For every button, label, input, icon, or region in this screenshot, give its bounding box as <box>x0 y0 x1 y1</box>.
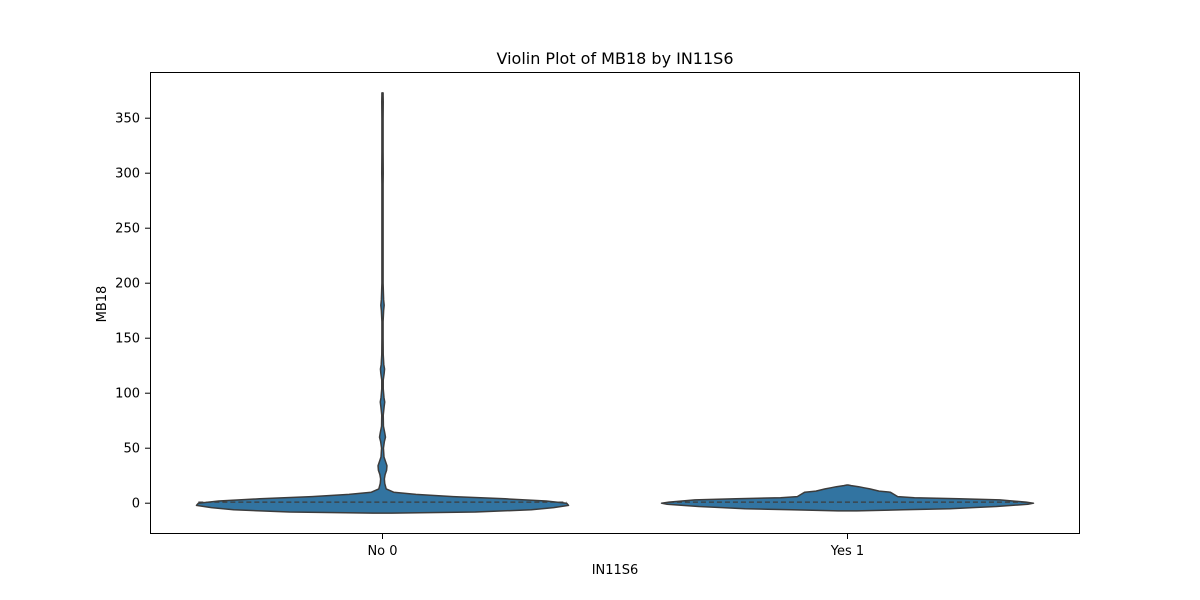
chart-title: Violin Plot of MB18 by IN11S6 <box>496 49 733 68</box>
y-tick-label-4: 200 <box>115 277 140 292</box>
x-axis: No 0 Yes 1 <box>367 534 864 559</box>
violin-group <box>195 92 1035 514</box>
x-tick-label-0: No 0 <box>367 544 397 559</box>
y-axis: 0 50 100 150 200 250 300 350 <box>115 112 150 512</box>
x-axis-label: IN11S6 <box>592 563 639 578</box>
y-axis-label: MB18 <box>95 286 110 323</box>
violin-1 <box>660 484 1035 512</box>
y-tick-label-7: 350 <box>115 112 140 127</box>
x-tick-label-1: Yes 1 <box>830 544 864 559</box>
y-tick-label-6: 300 <box>115 167 140 182</box>
y-tick-label-0: 0 <box>132 497 140 512</box>
y-tick-label-5: 250 <box>115 222 140 237</box>
y-tick-label-1: 50 <box>123 442 140 457</box>
violin-0 <box>195 92 570 514</box>
y-tick-label-3: 150 <box>115 332 140 347</box>
plot-frame <box>150 72 1080 534</box>
y-tick-label-2: 100 <box>115 387 140 402</box>
